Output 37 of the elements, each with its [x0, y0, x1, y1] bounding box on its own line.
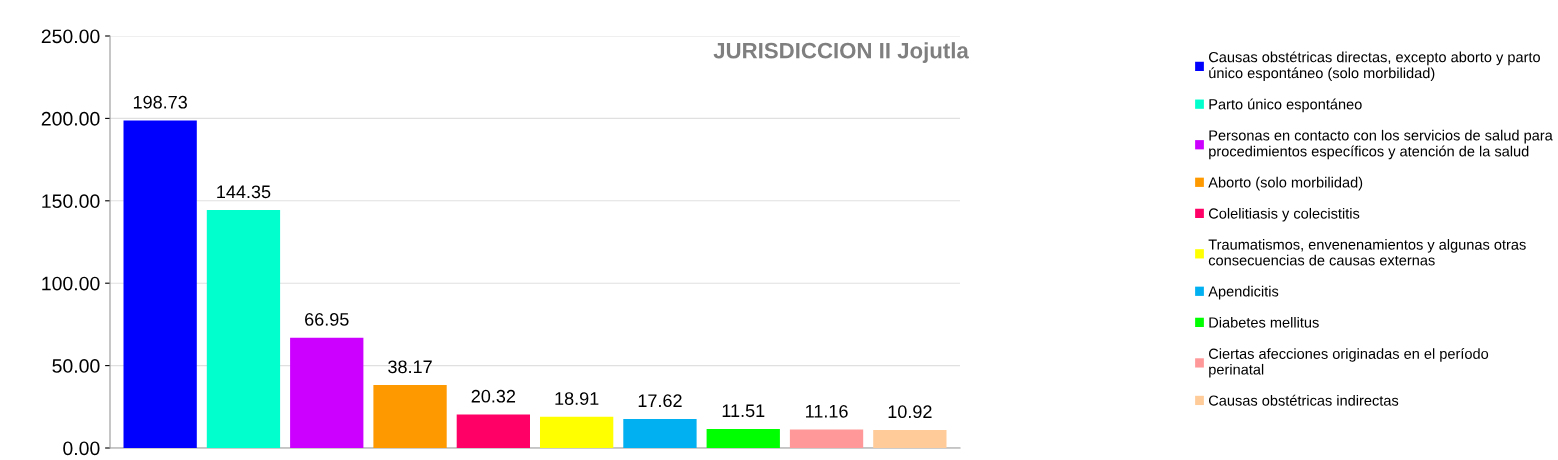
legend-label: Diabetes mellitus: [1209, 316, 1319, 328]
legend-label: Traumatismos, envenenamientos y algunas otras consecuencias de causas externas: [1208, 239, 1526, 266]
bar: [290, 337, 364, 448]
legend-label: Parto único espontáneo: [1209, 98, 1362, 113]
data-label: 66.95: [305, 312, 349, 326]
data-label: 38.17: [388, 360, 432, 374]
bar: [873, 430, 947, 448]
bar: [206, 210, 281, 448]
bar: [456, 414, 530, 448]
bar: [706, 429, 780, 448]
bar: [623, 418, 697, 448]
data-label: 198.73: [133, 95, 187, 109]
data-label: 144.35: [217, 185, 271, 199]
legend-label: Apendicitis: [1208, 285, 1279, 300]
y-tick-label: 0.00: [63, 441, 100, 456]
y-tick-label: 100.00: [42, 276, 100, 291]
chart-title: JURISDICCION II Jojutla: [713, 42, 969, 63]
legend-label: Aborto (solo morbilidad): [1208, 176, 1363, 191]
data-label: 18.91: [555, 392, 599, 405]
legend-label: Colelitiasis y colecistitis: [1208, 207, 1360, 222]
bar: [789, 429, 864, 448]
y-tick-label: 150.00: [42, 194, 100, 209]
bar: [373, 385, 447, 448]
bar: [123, 120, 197, 448]
legend-label: Ciertas afecciones originadas en el período perinatal: [1208, 348, 1489, 378]
data-label: 11.16: [806, 404, 848, 418]
data-label: 10.92: [888, 405, 932, 419]
y-tick-label: 200.00: [41, 111, 100, 126]
legend-label: Causas obstétricas directas, excepto aborto y parto único espontáneo (solo morbilidad): [1208, 51, 1540, 82]
data-label: 11.51: [722, 404, 765, 418]
y-tick-label: 250.00: [41, 29, 100, 44]
y-tick-label: 50.00: [52, 359, 100, 373]
legend-label: Personas en contacto con los servicios de salud para procedimientos específicos y atención de la salud: [1209, 129, 1553, 160]
legend-label: Causas obstétricas indirectas: [1208, 394, 1399, 406]
data-label: 20.32: [471, 389, 516, 403]
data-label: 17.62: [638, 394, 682, 408]
bar: [540, 416, 614, 448]
